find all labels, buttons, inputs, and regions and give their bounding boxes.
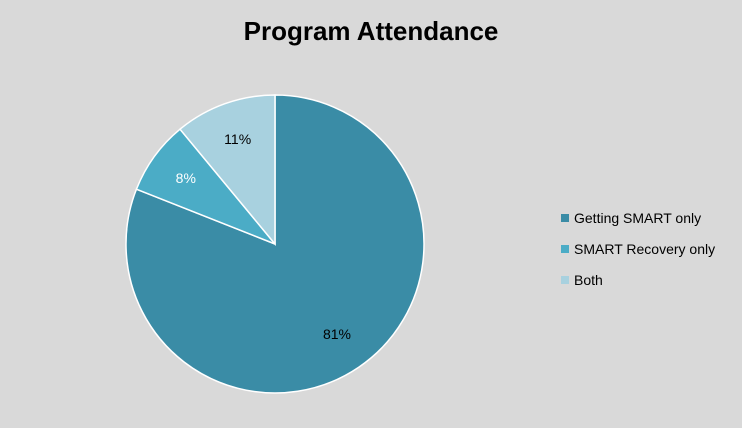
legend: Getting SMART only SMART Recovery only Bot… bbox=[561, 202, 715, 295]
legend-label-1: SMART Recovery only bbox=[574, 240, 716, 257]
legend-swatch-1 bbox=[561, 244, 569, 253]
legend-swatch-2 bbox=[561, 275, 569, 284]
data-label-0: 81% bbox=[323, 326, 351, 342]
legend-item-2: Both bbox=[561, 264, 715, 295]
legend-label-0: Getting SMART only bbox=[574, 209, 702, 226]
pie-data-labels: 81% 8% 11% bbox=[176, 131, 351, 342]
data-label-1: 8% bbox=[176, 170, 196, 186]
legend-label-2: Both bbox=[574, 271, 603, 288]
pie-slice-2 bbox=[178, 94, 276, 247]
legend-item-0: Getting SMART only bbox=[561, 202, 715, 233]
data-label-2: 11% bbox=[224, 131, 251, 147]
legend-swatch-0 bbox=[561, 213, 569, 222]
chart-title: Program Attendance bbox=[243, 16, 499, 46]
pie-slices bbox=[125, 94, 425, 394]
legend-item-1: SMART Recovery only bbox=[561, 233, 715, 264]
